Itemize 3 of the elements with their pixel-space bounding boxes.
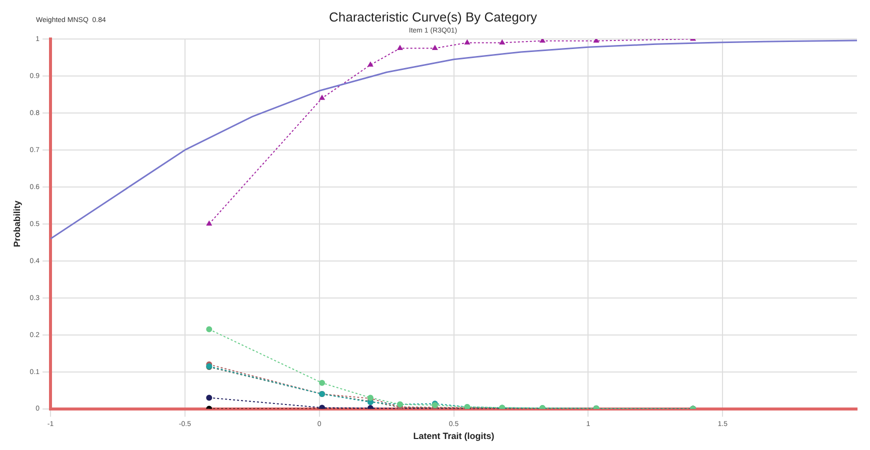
x-axis-title: Latent Trait (logits): [413, 431, 494, 442]
chart-title: Characteristic Curve(s) By Category: [328, 9, 538, 24]
y-axis-title: Probability: [12, 200, 22, 248]
